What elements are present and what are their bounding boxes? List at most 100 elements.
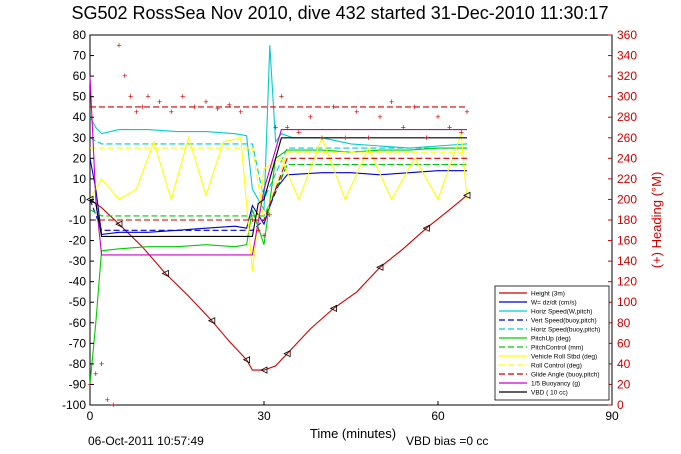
heading-point: + [145,92,150,102]
y2-tick-label: 40 [617,357,631,371]
footer-timestamp: 06-Oct-2011 10:57:49 [88,434,204,448]
heading-point: + [435,112,440,122]
series-line [89,137,467,202]
heading-point: + [134,107,139,117]
left-axis-ticks: -100-90-80-70-60-50-40-30-20-10010203040… [62,28,94,412]
legend-entry: Roll Control (deg) [531,363,582,370]
y-tick-label: -20 [69,234,87,248]
legend: Height (3m) W= dz/dt (cm/s) Horiz Speed(W,… [494,285,610,401]
y-tick-label: -90 [69,377,87,391]
legend-entry: Glide Angle (buoy,pitch) [531,372,600,379]
y2-tick-label: 100 [617,295,637,309]
height-marker [376,263,384,271]
heading-point: + [279,92,284,102]
y2-tick-label: 220 [617,172,637,186]
height-marker [283,349,291,358]
legend-entry: PitchControl (mm) [531,345,583,352]
height-marker [115,220,123,228]
heading-point: + [459,128,464,138]
height-marker [207,317,216,325]
series-line [89,163,467,217]
legend-entry: Vehicle Roll Stbd (deg) [531,354,597,361]
heading-point: + [377,112,382,122]
y-tick-label: 80 [73,28,87,42]
y-tick-label: -60 [69,316,87,330]
height-marker [463,191,471,199]
heading-point: + [285,123,290,133]
y-tick-label: 10 [73,172,87,186]
y-tick-label: 0 [79,192,86,206]
heading-point: + [343,133,348,143]
y2-tick-label: 280 [617,110,637,124]
y-tick-label: -70 [69,336,87,350]
heading-point: + [128,92,133,102]
series-line [89,147,467,385]
heading-point: + [273,123,278,133]
legend-entry: 1/5 Buoyancy (g) [531,381,580,388]
heading-point: + [447,123,452,133]
series-line [89,76,467,256]
legend-entry: VBD ( 10 cc) [531,390,568,397]
x-tick-label: 90 [605,409,619,423]
heading-point: + [308,112,313,122]
legend-entry: Vert Speed(buoy,pitch) [531,318,597,325]
heading-point: + [331,102,336,112]
footer-vbd-bias: VBD bias =0 cc [406,434,488,448]
legend-entry: Height (3m) [531,291,565,298]
heading-point: + [99,359,104,369]
y2-tick-label: 20 [617,377,631,391]
series-lines: +++++++++++++++++ +++++++++++++++++++++++… [86,40,471,410]
series-line [90,157,467,221]
y-tick-label: -100 [62,398,86,412]
heading-point: + [464,107,469,117]
series-line [89,137,467,237]
chart-title: SG502 RossSea Nov 2010, dive 432 started… [71,3,608,23]
heading-point: + [116,40,121,50]
heading-point: + [122,71,127,81]
y2-tick-label: 120 [617,275,637,289]
x-tick-label: 0 [87,409,94,423]
y2-tick-label: 140 [617,254,637,268]
height-marker [161,269,169,278]
x-tick-label: 30 [257,409,271,423]
y2-tick-label: 340 [617,49,637,63]
heading-point: + [238,107,243,117]
heading-point: + [215,104,220,114]
y2-tick-label: 80 [617,316,631,330]
x-tick-label: 60 [431,409,445,423]
y2-tick-label: 60 [617,336,631,350]
plot-area: +++++++++++++++++ +++++++++++++++++++++++… [86,34,613,410]
heading-point: + [389,97,394,107]
y-tick-label: 50 [73,90,87,104]
y2-tick-label: 160 [617,234,637,248]
x-axis-ticks: 0 30 60 90 [87,401,619,423]
heading-point: + [296,128,301,138]
heading-point: + [256,225,261,235]
heading-point: + [354,107,359,117]
heading-point: + [203,97,208,107]
right-axis-label: (+) Heading (°M) [649,172,664,269]
y2-tick-label: 320 [617,69,637,83]
height-marker [329,304,337,313]
legend-entry: W= dz/dt (cm/s) [531,300,577,307]
legend-entry: Horiz Speed(buoy,pitch) [531,327,600,334]
right-axis-ticks: 0 20 40 60 80 100 120 140 160 180 200 220 240 260 280 3… [608,28,637,412]
y-tick-label: 30 [73,131,87,145]
heading-point: + [157,97,162,107]
heading-point: + [267,210,272,220]
y-tick-label: 20 [73,151,87,165]
legend-entry: PitchUp (deg) [531,336,571,343]
heading-point: + [169,107,174,117]
y-tick-label: -40 [69,275,87,289]
legend-entry: Horiz Speed(W,pitch) [531,309,592,316]
heading-point: + [319,133,324,143]
height-marker [242,356,250,364]
height-marker [422,224,430,232]
height-marker [260,366,268,374]
y2-tick-label: 360 [617,28,637,42]
y-tick-label: -80 [69,357,87,371]
series-line [90,147,467,221]
legend-box [494,285,610,401]
heading-point: + [250,215,255,225]
